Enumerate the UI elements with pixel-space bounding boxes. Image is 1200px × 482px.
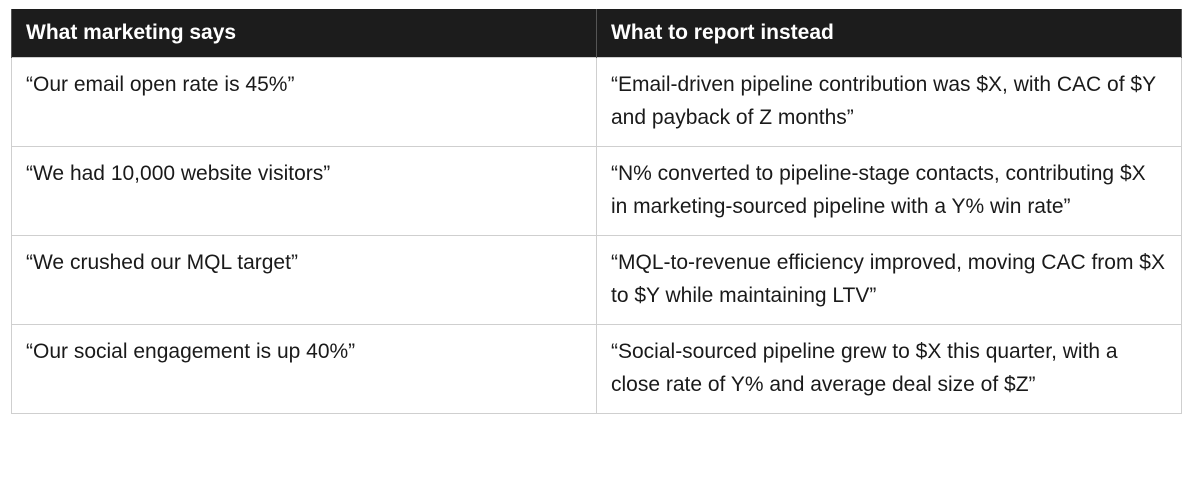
report-instead-cell: “Email-driven pipeline contribution was … — [596, 57, 1182, 147]
header-what-marketing-says: What marketing says — [11, 9, 597, 58]
report-instead-cell: “MQL-to-revenue efficiency improved, mov… — [596, 235, 1182, 325]
header-row: What marketing says What to report inste… — [11, 9, 1182, 58]
marketing-says-cell: “We crushed our MQL target” — [11, 235, 597, 325]
table-row: “Our email open rate is 45%” “Email-driv… — [11, 57, 1182, 147]
report-instead-cell: “N% converted to pipeline-stage contacts… — [596, 146, 1182, 236]
report-instead-cell: “Social-sourced pipeline grew to $X this… — [596, 324, 1182, 414]
marketing-says-cell: “We had 10,000 website visitors” — [11, 146, 597, 236]
table-body: “Our email open rate is 45%” “Email-driv… — [11, 57, 1182, 414]
table-row: “Our social engagement is up 40%” “Socia… — [11, 324, 1182, 414]
table-header: What marketing says What to report inste… — [11, 9, 1182, 58]
marketing-says-cell: “Our social engagement is up 40%” — [11, 324, 597, 414]
comparison-table: What marketing says What to report inste… — [11, 9, 1182, 414]
marketing-says-cell: “Our email open rate is 45%” — [11, 57, 597, 147]
header-what-to-report-instead: What to report instead — [596, 9, 1182, 58]
table-row: “We crushed our MQL target” “MQL-to-reve… — [11, 235, 1182, 325]
table-row: “We had 10,000 website visitors” “N% con… — [11, 146, 1182, 236]
